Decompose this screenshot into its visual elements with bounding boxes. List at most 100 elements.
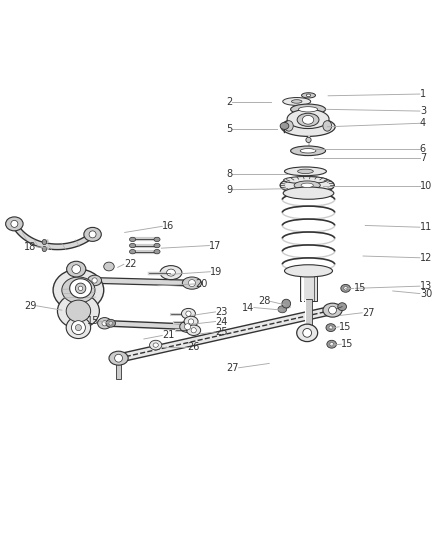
Ellipse shape [109,321,113,325]
Ellipse shape [184,316,198,327]
Ellipse shape [62,277,95,303]
Text: 25: 25 [215,327,228,337]
Ellipse shape [130,249,136,254]
Ellipse shape [67,261,86,277]
Ellipse shape [297,113,319,126]
Text: 28: 28 [258,296,271,306]
Text: 23: 23 [215,307,228,317]
Text: 8: 8 [226,169,232,179]
Ellipse shape [154,249,160,254]
Ellipse shape [188,319,194,324]
Text: 2: 2 [226,98,232,107]
Ellipse shape [341,285,350,292]
Bar [117,358,121,379]
Ellipse shape [104,262,114,271]
Text: 11: 11 [420,222,432,232]
Ellipse shape [92,278,97,283]
Ellipse shape [329,326,332,329]
Ellipse shape [290,104,325,115]
Text: 15: 15 [87,316,99,326]
Text: 19: 19 [210,266,223,277]
Text: 17: 17 [209,240,222,251]
Ellipse shape [344,287,347,290]
Ellipse shape [181,309,195,319]
Text: 16: 16 [162,221,174,231]
Ellipse shape [160,265,182,280]
Ellipse shape [150,340,162,350]
Text: 4: 4 [420,118,426,128]
Text: 27: 27 [226,363,239,373]
Text: 27: 27 [362,308,374,318]
Ellipse shape [294,181,320,190]
Ellipse shape [102,321,107,326]
Ellipse shape [338,303,346,311]
Text: 18: 18 [24,242,36,252]
Ellipse shape [84,228,101,241]
Ellipse shape [66,300,91,322]
Ellipse shape [326,324,336,332]
Ellipse shape [187,325,201,335]
Text: 21: 21 [162,330,175,341]
Text: 24: 24 [215,317,228,327]
Ellipse shape [88,275,102,286]
Ellipse shape [75,283,86,294]
Ellipse shape [297,169,313,174]
Ellipse shape [166,269,175,276]
Ellipse shape [323,120,332,131]
Ellipse shape [303,328,311,337]
Ellipse shape [182,277,201,289]
Ellipse shape [284,176,327,183]
Ellipse shape [285,120,293,131]
Ellipse shape [42,239,46,245]
Ellipse shape [280,176,334,194]
Text: 15: 15 [341,339,353,349]
Ellipse shape [280,123,289,130]
Ellipse shape [57,294,99,328]
Ellipse shape [306,94,311,96]
Ellipse shape [154,244,160,248]
Ellipse shape [298,107,318,112]
Ellipse shape [78,286,83,290]
Ellipse shape [278,306,287,313]
Ellipse shape [301,93,315,98]
Ellipse shape [6,217,23,231]
Ellipse shape [290,146,325,156]
Ellipse shape [89,231,96,238]
Ellipse shape [283,187,334,199]
Ellipse shape [70,279,92,298]
Ellipse shape [153,343,158,348]
Ellipse shape [285,265,332,277]
Text: 7: 7 [420,153,426,163]
Text: 12: 12 [420,253,432,263]
Ellipse shape [281,117,335,136]
Text: 15: 15 [339,322,351,332]
Ellipse shape [186,311,191,316]
Bar [300,269,317,302]
Text: 1: 1 [420,89,426,99]
Text: 26: 26 [187,342,200,352]
Ellipse shape [297,324,318,342]
Bar [305,299,311,330]
Ellipse shape [180,321,195,333]
Ellipse shape [66,317,91,338]
Ellipse shape [285,167,326,176]
Text: 6: 6 [420,144,426,155]
Ellipse shape [330,343,333,346]
Text: 30: 30 [420,288,432,298]
Ellipse shape [71,321,85,335]
Ellipse shape [53,269,104,311]
Ellipse shape [188,280,195,287]
Text: 14: 14 [242,303,254,312]
Text: 22: 22 [124,260,136,269]
Text: 10: 10 [420,181,432,191]
Ellipse shape [115,354,123,362]
Ellipse shape [283,98,311,106]
Ellipse shape [72,265,81,273]
Ellipse shape [191,328,196,333]
Ellipse shape [287,109,329,128]
Text: 15: 15 [353,284,366,293]
Ellipse shape [106,319,116,327]
Ellipse shape [323,303,342,317]
Ellipse shape [301,183,313,188]
Text: 20: 20 [195,279,207,289]
